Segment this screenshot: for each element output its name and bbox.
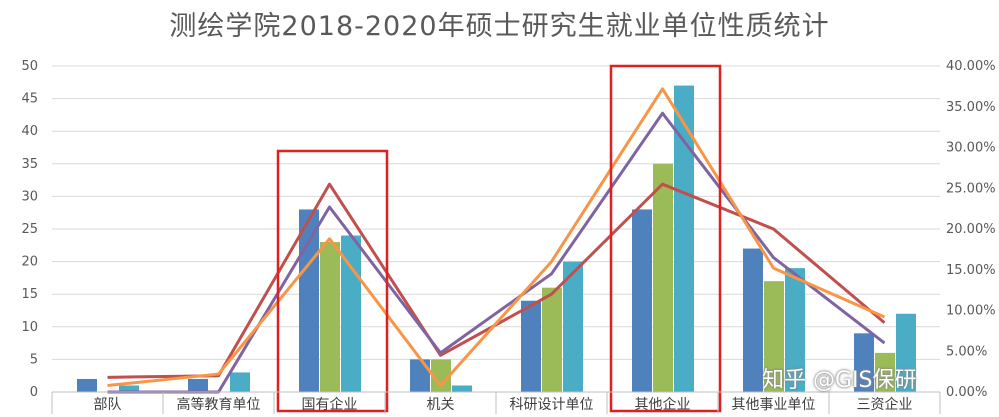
- bar: [875, 352, 895, 392]
- bar-series-group: [77, 85, 916, 392]
- highlight-box: [276, 149, 389, 413]
- axes: 0 5 10 15 20 25 30 35 40 45 50 0.00% 5.00% 10.00% 15.0…: [21, 59, 996, 414]
- bar: [542, 287, 562, 392]
- y-left-tick-label: 25: [21, 222, 38, 237]
- bar: [230, 372, 250, 392]
- y-right-tick-label: 10.00%: [946, 304, 996, 319]
- y-left-tick-label: 5: [30, 352, 38, 367]
- y-left-tick-label: 30: [21, 189, 38, 204]
- x-tick-label: 其他事业单位: [732, 397, 816, 413]
- gridlines: [52, 65, 940, 393]
- bar: [188, 378, 208, 392]
- y-right-tick-label: 40.00%: [946, 59, 996, 74]
- bar: [299, 209, 319, 392]
- bar: [410, 359, 430, 392]
- series-line: [107, 87, 886, 387]
- y-left-tick-label: 15: [21, 287, 38, 302]
- watermark: 知乎 @GIS保研: [762, 368, 917, 393]
- bar: [653, 163, 673, 392]
- y-left-tick-label: 10: [21, 320, 38, 335]
- y-right-tick-label: 15.00%: [946, 263, 996, 278]
- bar: [563, 261, 583, 392]
- x-tick-label: 其他企业: [635, 396, 691, 413]
- y-left-tick-label: 0: [30, 385, 38, 400]
- x-tick-label: 机关: [427, 397, 455, 413]
- bar: [674, 85, 694, 392]
- y-right-tick-label: 35.00%: [946, 100, 996, 115]
- y-left-tick-label: 35: [21, 157, 38, 172]
- bar: [743, 248, 763, 392]
- bar: [452, 385, 472, 392]
- bar: [320, 242, 340, 392]
- x-tick-label: 国有企业: [302, 396, 358, 413]
- bar: [521, 300, 541, 392]
- y-right-tick-label: 20.00%: [946, 222, 996, 237]
- bar: [764, 281, 784, 392]
- y-right-tick-label: 5.00%: [946, 344, 987, 359]
- bar: [632, 209, 652, 392]
- x-tick-label: 科研设计单位: [510, 397, 594, 413]
- line-series-group: [107, 87, 886, 394]
- x-tick-label: 高等教育单位: [177, 396, 261, 413]
- series-line: [107, 111, 886, 394]
- bar: [854, 333, 874, 392]
- y-right-tick-label: 0.00%: [946, 385, 987, 400]
- bar: [119, 385, 139, 392]
- bar: [431, 359, 451, 392]
- y-left-tick-label: 45: [21, 92, 38, 107]
- y-right-tick-label: 25.00%: [946, 181, 996, 196]
- bar: [785, 268, 805, 392]
- highlight-box: [609, 64, 722, 413]
- bar: [896, 313, 916, 392]
- y-left-tick-label: 50: [21, 59, 38, 74]
- y-right-tick-label: 30.00%: [946, 141, 996, 156]
- y-left-tick-label: 20: [21, 255, 38, 270]
- x-tick-label: 三资企业: [857, 396, 913, 413]
- chart-title: 测绘学院2018-2020年硕士研究生就业单位性质统计: [169, 11, 830, 42]
- bar: [77, 378, 97, 392]
- y-left-tick-label: 40: [21, 124, 38, 139]
- highlight-boxes: [276, 64, 722, 413]
- x-tick-label: 部队: [94, 397, 122, 413]
